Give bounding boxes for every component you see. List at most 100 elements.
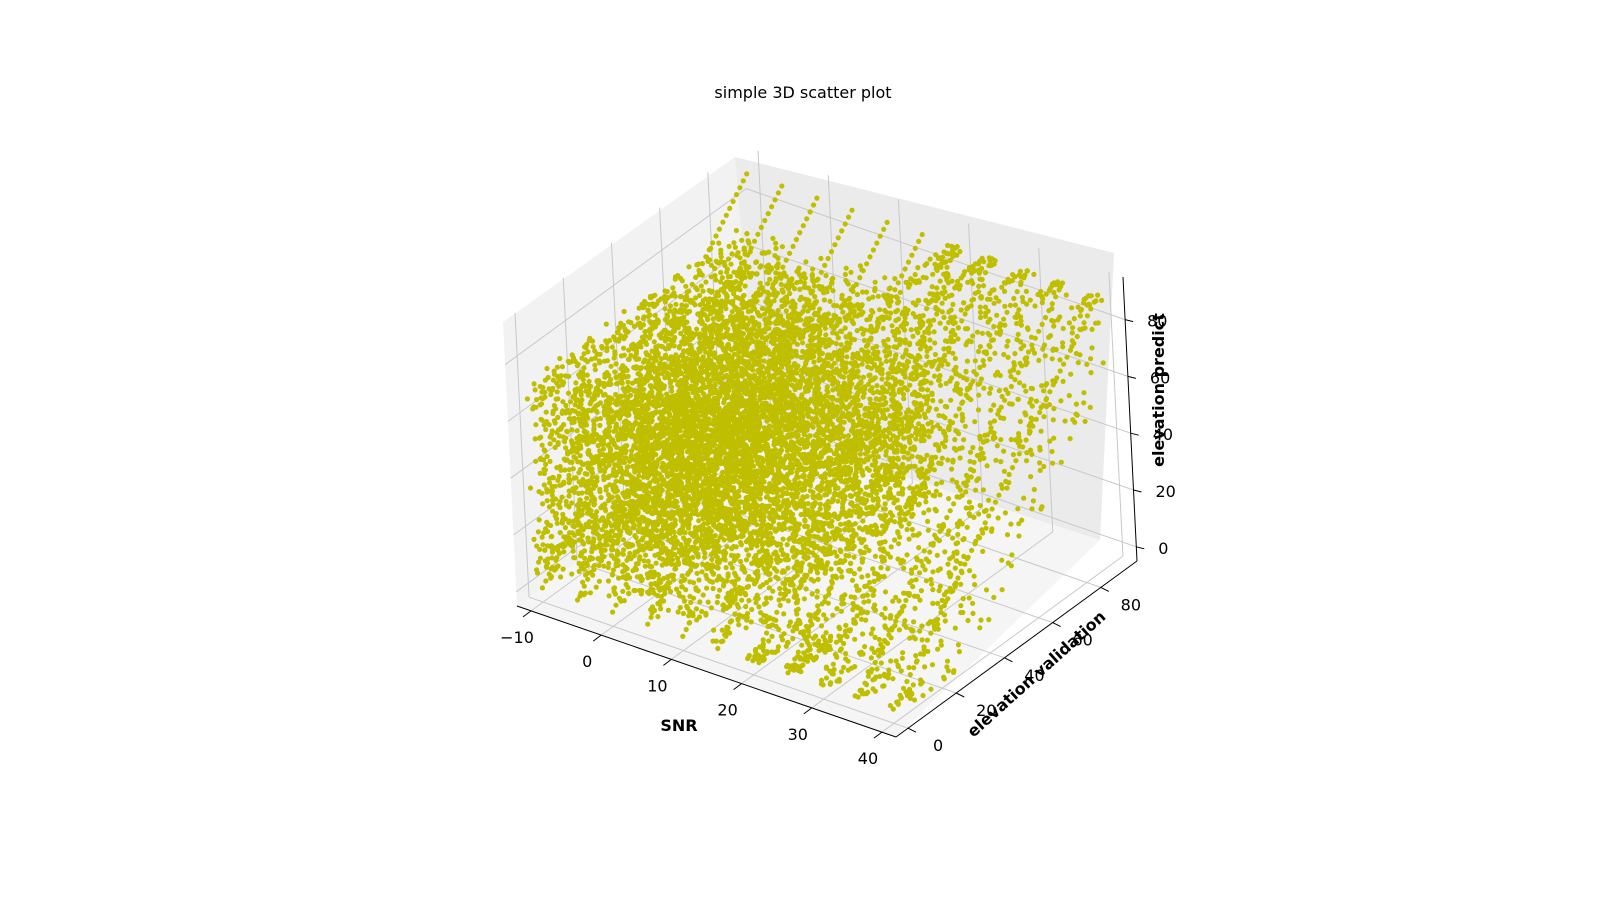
scatter-point <box>587 335 593 341</box>
scatter-point <box>613 525 619 531</box>
scatter-point <box>621 547 627 553</box>
scatter-point <box>713 277 719 283</box>
scatter-point <box>537 555 544 561</box>
scatter-point <box>716 240 722 246</box>
scatter-point <box>552 496 559 502</box>
scatter-point <box>726 352 732 358</box>
scatter-point <box>612 591 619 597</box>
scatter-point <box>575 522 581 528</box>
diagonal-point <box>637 554 643 560</box>
scatter-point <box>653 344 659 350</box>
scatter-point <box>592 355 598 361</box>
scatter-point <box>590 542 596 548</box>
scatter-point <box>540 542 546 548</box>
scatter-point <box>605 578 612 584</box>
y-axis-line <box>895 560 1138 738</box>
scatter-point <box>678 294 684 300</box>
diagonal-point <box>598 549 604 555</box>
scatter-point <box>724 393 730 399</box>
diagonal-point <box>731 280 737 286</box>
scatter-point <box>606 593 612 599</box>
scatter-point <box>590 344 596 350</box>
scatter-point <box>633 408 639 414</box>
scatter-point <box>634 315 641 321</box>
diagonal-point <box>539 585 546 591</box>
scatter-point <box>552 513 558 519</box>
scatter-point <box>613 560 619 567</box>
scatter-point <box>622 393 628 399</box>
scatter-point <box>597 448 603 454</box>
scatter-point <box>694 326 700 332</box>
diagonal-point <box>696 267 702 274</box>
scatter-point <box>718 251 724 257</box>
diagonal-point <box>766 292 772 298</box>
scatter-point <box>681 334 687 340</box>
scatter-point <box>665 371 671 377</box>
scatter-point <box>652 439 658 446</box>
scatter-point <box>624 423 630 429</box>
scatter-point <box>662 338 669 344</box>
scatter-point <box>577 453 583 459</box>
z-axis-line <box>1122 276 1138 562</box>
scatter-point <box>642 329 648 335</box>
scatter-point <box>566 535 572 541</box>
scatter-point <box>527 485 534 491</box>
scatter-point <box>567 399 574 405</box>
scatter-point <box>620 537 627 543</box>
scatter-point <box>653 378 659 384</box>
scatter-point <box>652 494 658 500</box>
diagonal-point <box>790 243 796 249</box>
diagonal-point <box>814 195 820 201</box>
scatter-point <box>734 371 740 377</box>
scatter-point <box>590 470 596 476</box>
scatter-point <box>698 370 705 376</box>
chart-title: simple 3D scatter plot <box>714 83 891 102</box>
scatter-point <box>607 495 613 501</box>
scatter-point <box>766 249 772 255</box>
scatter-point <box>709 384 716 390</box>
scatter-point <box>676 322 682 328</box>
diagonal-point <box>693 274 699 280</box>
scatter-point <box>597 400 604 406</box>
scatter-point <box>686 350 692 356</box>
scatter-point <box>636 523 642 529</box>
scatter-point <box>640 535 646 541</box>
scatter-point <box>698 314 704 320</box>
scatter-point <box>625 471 631 477</box>
scatter-point <box>628 352 634 358</box>
scatter-point <box>586 519 592 525</box>
scatter-point <box>673 301 679 307</box>
diagonal-point <box>749 326 755 332</box>
scatter-point <box>649 348 655 354</box>
scatter-point <box>557 504 563 511</box>
scatter-point <box>609 344 616 350</box>
scatter-point <box>744 341 751 347</box>
scatter-point <box>766 325 772 331</box>
scatter-point <box>568 359 574 365</box>
scatter-point <box>618 478 624 484</box>
scatter-point <box>579 355 585 361</box>
scatter-point <box>699 364 705 370</box>
scatter-point <box>612 462 618 468</box>
scatter-point <box>559 364 566 370</box>
scatter-point <box>655 614 661 620</box>
scatter-point <box>668 342 674 348</box>
scatter-point <box>733 227 740 234</box>
diagonal-point <box>716 226 723 232</box>
scatter-point <box>562 373 569 379</box>
scatter-point <box>647 312 653 318</box>
scatter-point <box>614 409 620 415</box>
scatter-point <box>606 534 612 540</box>
scatter-point <box>541 447 547 453</box>
diagonal-point <box>753 319 759 325</box>
scatter-point <box>534 543 540 549</box>
scatter-point <box>557 355 563 362</box>
scatter-point <box>607 381 613 387</box>
scatter-point <box>532 436 538 442</box>
scatter-point <box>681 341 687 347</box>
scatter-point <box>644 509 650 515</box>
scatter-point <box>605 433 611 440</box>
scatter-point <box>743 315 750 321</box>
scatter-point <box>684 310 690 316</box>
diagonal-point <box>613 602 619 608</box>
